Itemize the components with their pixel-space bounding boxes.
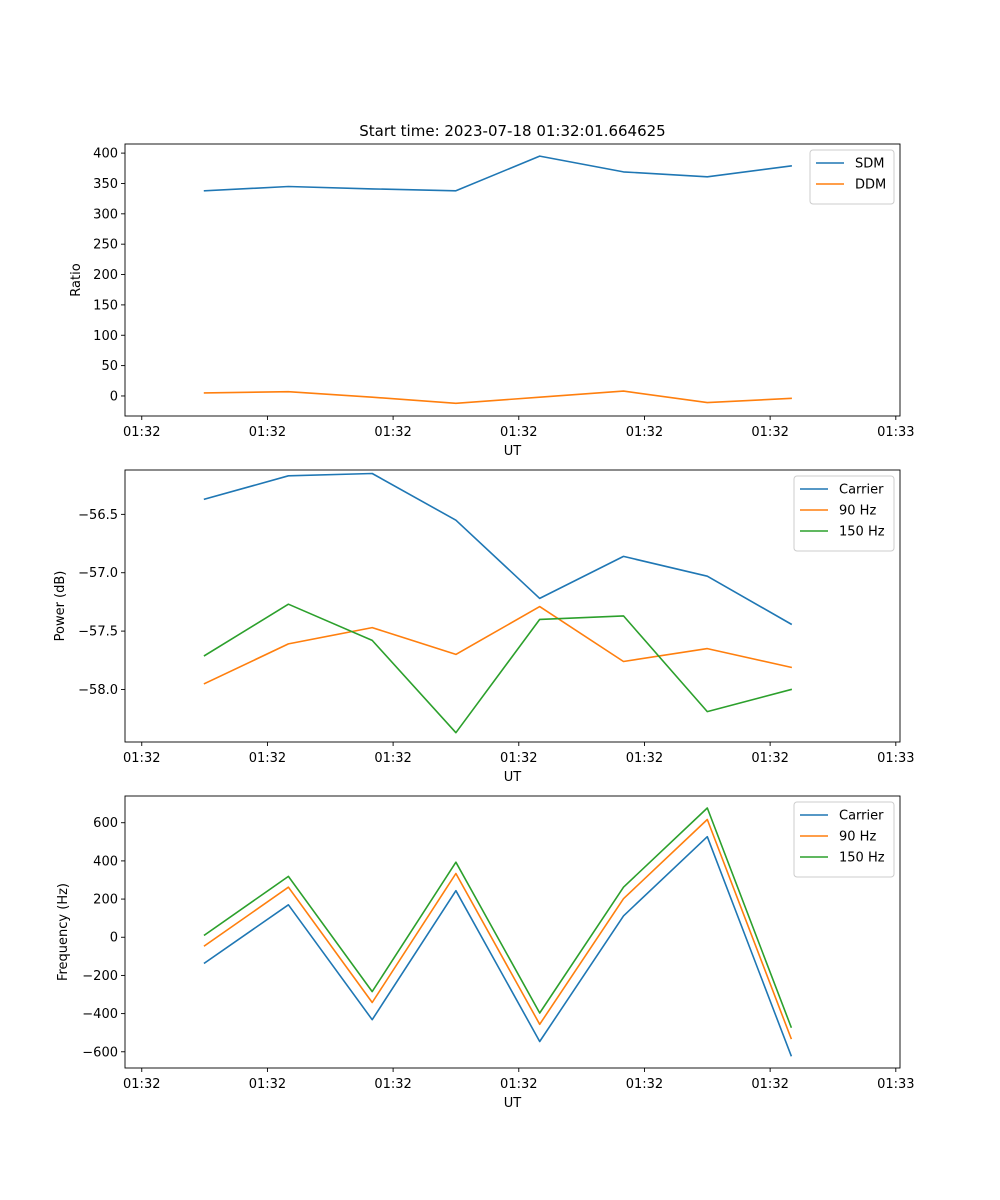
power-y-tick-label: −57.5 bbox=[78, 625, 118, 640]
ratio-legend-label-sdm: SDM bbox=[855, 157, 884, 172]
frequency-panel: 01:32 01:32 01:32 01:32 01:32 01:32 01:33 600 40… bbox=[56, 795, 915, 1111]
frequency-series-line-150-hz bbox=[203, 807, 793, 1029]
power-x-tick-label: 01:32 bbox=[123, 751, 160, 766]
power-legend-label-carrier: Carrier bbox=[839, 483, 884, 498]
power-x-tick-label: 01:32 bbox=[374, 751, 411, 766]
ratio-series-line-sdm bbox=[203, 155, 792, 192]
frequency-y-tick-label: 400 bbox=[93, 854, 118, 869]
frequency-x-tick-label: 01:32 bbox=[123, 1077, 160, 1092]
frequency-x-tick-label: 01:32 bbox=[626, 1077, 663, 1092]
ratio-x-tick-label: 01:32 bbox=[249, 425, 286, 440]
frequency-x-tick-label: 01:33 bbox=[877, 1077, 914, 1092]
frequency-y-axis-label: Frequency (Hz) bbox=[56, 883, 71, 981]
power-x-tick-label: 01:32 bbox=[500, 751, 537, 766]
frequency-x-tick-label: 01:32 bbox=[374, 1077, 411, 1092]
ratio-y-tick-label: 250 bbox=[93, 238, 118, 253]
frequency-axes-frame bbox=[124, 795, 901, 1069]
ratio-x-axis-label: UT bbox=[504, 444, 522, 459]
frequency-y-tick-label: 200 bbox=[93, 893, 118, 908]
frequency-y-tick-label: 600 bbox=[93, 816, 118, 831]
frequency-x-tick-label: 01:32 bbox=[249, 1077, 286, 1092]
ratio-y-tick-label: 100 bbox=[93, 329, 118, 344]
power-x-tick-label: 01:32 bbox=[751, 751, 788, 766]
frequency-x-axis-label: UT bbox=[504, 1096, 522, 1111]
power-x-tick-label: 01:32 bbox=[626, 751, 663, 766]
frequency-series-line-carrier bbox=[203, 835, 793, 1057]
ratio-panel: 01:32 01:32 01:32 01:32 01:32 01:32 01:33 400 35… bbox=[69, 143, 915, 459]
ratio-y-tick-label: 150 bbox=[93, 298, 118, 313]
frequency-legend-box bbox=[793, 801, 895, 878]
power-y-tick-label: −58.0 bbox=[78, 683, 118, 698]
ratio-x-tick-label: 01:32 bbox=[123, 425, 160, 440]
ratio-y-tick-label: 400 bbox=[93, 147, 118, 162]
ratio-y-tick-label: 350 bbox=[93, 177, 118, 192]
ratio-x-tick-label: 01:32 bbox=[374, 425, 411, 440]
figure-title-group: Start time: 2023-07-18 01:32:01.664625 bbox=[359, 122, 665, 140]
frequency-y-tick-label: −400 bbox=[82, 1007, 118, 1022]
ratio-y-tick-label: 200 bbox=[93, 268, 118, 283]
ratio-legend: SDM DDM bbox=[809, 149, 895, 205]
power-x-axis-label: UT bbox=[504, 770, 522, 785]
frequency-x-tick-label: 01:32 bbox=[751, 1077, 788, 1092]
frequency-legend-label-150-hz: 150 Hz bbox=[839, 851, 885, 866]
frequency-y-tick-label: 0 bbox=[110, 931, 118, 946]
power-y-tick-label: −56.5 bbox=[78, 508, 118, 523]
power-series-line-150-hz bbox=[203, 603, 793, 734]
power-x-tick-label: 01:32 bbox=[249, 751, 286, 766]
ratio-axes-frame bbox=[124, 143, 901, 417]
ratio-series-line-ddm bbox=[203, 390, 792, 405]
frequency-x-tick-label: 01:32 bbox=[500, 1077, 537, 1092]
ratio-legend-label-ddm: DDM bbox=[855, 178, 886, 193]
ratio-x-tick-label: 01:32 bbox=[626, 425, 663, 440]
chart-title: Start time: 2023-07-18 01:32:01.664625 bbox=[359, 122, 665, 140]
power-y-axis-label: Power (dB) bbox=[53, 571, 68, 642]
ratio-y-tick-label: 50 bbox=[101, 359, 118, 374]
ratio-x-tick-label: 01:32 bbox=[500, 425, 537, 440]
power-legend-label-90-hz: 90 Hz bbox=[839, 504, 876, 519]
power-axes-frame bbox=[124, 469, 901, 743]
frequency-legend: Carrier 90 Hz 150 Hz bbox=[793, 801, 895, 878]
power-legend-label-150-hz: 150 Hz bbox=[839, 525, 885, 540]
power-panel: 01:32 01:32 01:32 01:32 01:32 01:32 01:33 −56.5… bbox=[53, 469, 915, 785]
ratio-y-tick-label: 0 bbox=[110, 389, 118, 404]
frequency-legend-label-90-hz: 90 Hz bbox=[839, 830, 876, 845]
power-legend: Carrier 90 Hz 150 Hz bbox=[793, 475, 895, 552]
ratio-x-tick-label: 01:33 bbox=[877, 425, 914, 440]
frequency-y-tick-label: −600 bbox=[82, 1045, 118, 1060]
ratio-y-tick-label: 300 bbox=[93, 207, 118, 222]
power-series-line-carrier bbox=[203, 472, 793, 626]
frequency-legend-label-carrier: Carrier bbox=[839, 809, 884, 824]
power-series-line-90-hz bbox=[203, 605, 793, 685]
power-x-tick-label: 01:33 bbox=[877, 751, 914, 766]
ratio-y-axis-label: Ratio bbox=[69, 263, 84, 296]
power-y-tick-label: −57.0 bbox=[78, 566, 118, 581]
frequency-series-line-90-hz bbox=[203, 818, 793, 1040]
frequency-y-tick-label: −200 bbox=[82, 969, 118, 984]
power-legend-box bbox=[793, 475, 895, 552]
ratio-x-tick-label: 01:32 bbox=[751, 425, 788, 440]
